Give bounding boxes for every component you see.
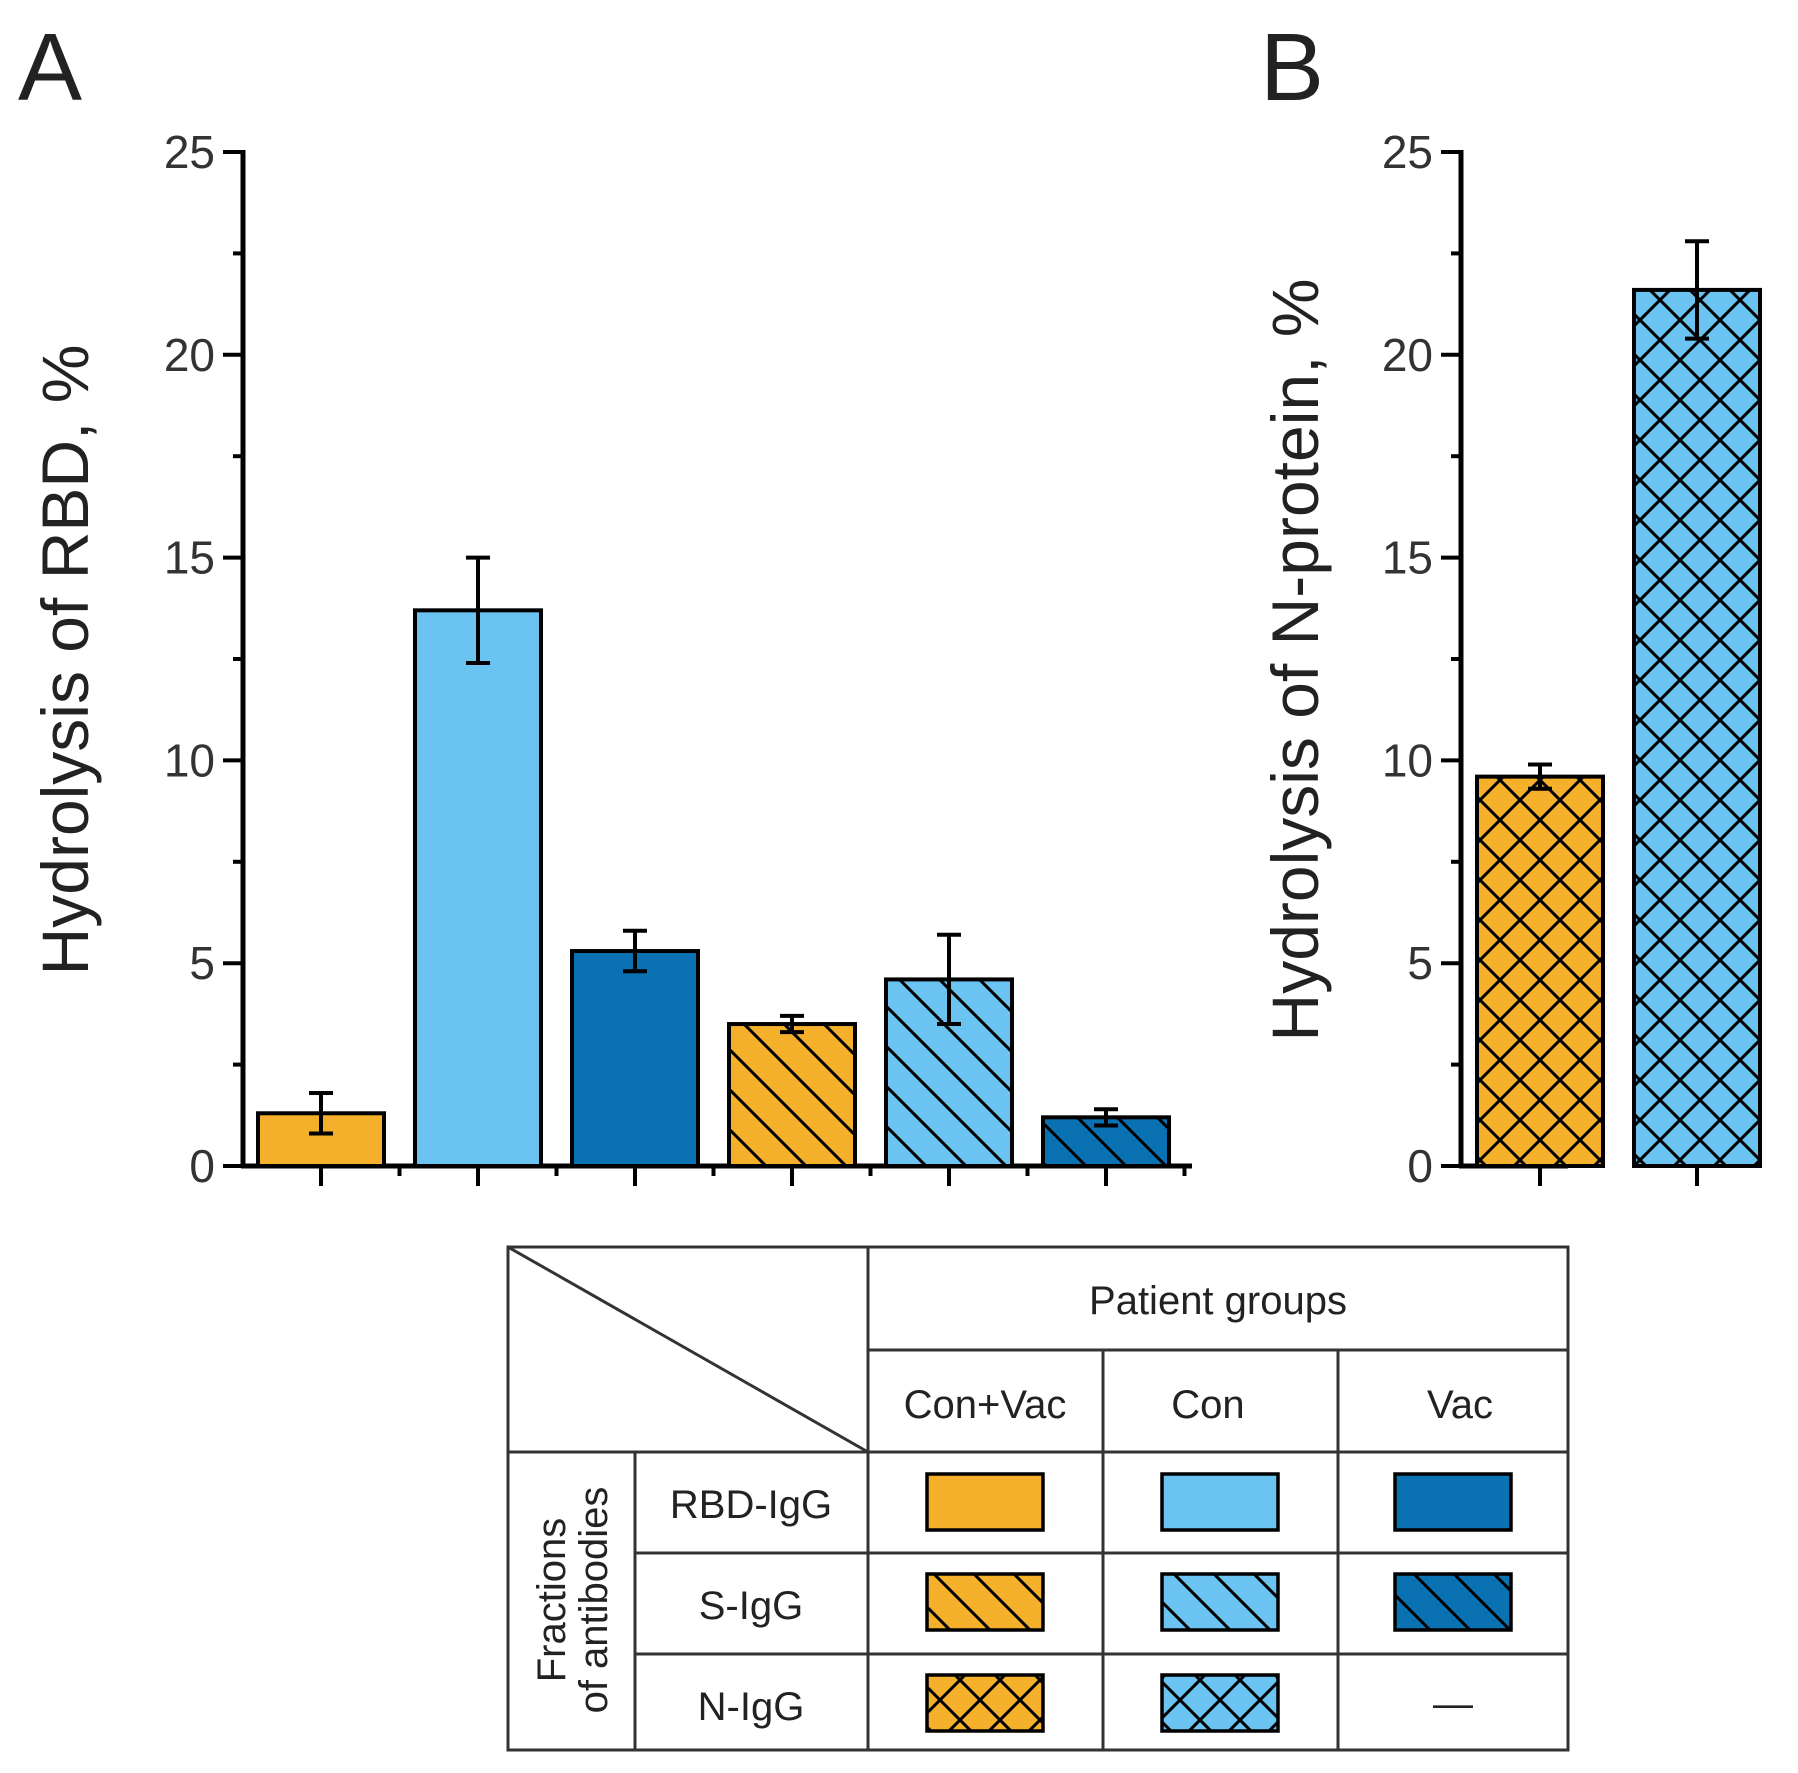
y-tick-label: 0 xyxy=(1407,1140,1433,1192)
legend-group-con: Con xyxy=(1171,1383,1244,1427)
panel-b: B Hydrolysis of N-protein, % 0 5 10 15 20 25 xyxy=(1258,14,1762,1192)
y-tick-label: 15 xyxy=(164,532,215,584)
bar-rbd-igg-vac xyxy=(570,949,700,1168)
y-tick-label: 25 xyxy=(1382,126,1433,178)
y-tick-label: 10 xyxy=(164,734,215,786)
legend-row-label-rbd-igg: RBD-IgG xyxy=(670,1483,832,1527)
panel-a: A Hydrolysis of RBD, % 0 5 10 15 20 25 xyxy=(18,14,1192,1192)
legend-swatch xyxy=(925,1673,1045,1733)
legend-group-con-vac: Con+Vac xyxy=(904,1383,1067,1427)
y-tick-label: 25 xyxy=(164,126,215,178)
panel-b-y-axis-title: Hydrolysis of N-protein, % xyxy=(1258,279,1332,1042)
panel-a-bars xyxy=(256,555,1171,1169)
legend-swatch xyxy=(925,1472,1045,1532)
legend-row-header-line-1: Fractions xyxy=(530,1518,574,1683)
panel-b-bars xyxy=(1475,239,1762,1169)
legend-row-header: Fractions of antibodies xyxy=(530,1487,616,1714)
legend-header-patient-groups: Patient groups xyxy=(1089,1279,1347,1323)
legend-swatch xyxy=(1393,1572,1513,1632)
panel-a-label: A xyxy=(18,14,82,121)
legend-empty-cell-dash: — xyxy=(1433,1682,1473,1726)
panel-b-label: B xyxy=(1260,14,1324,121)
y-tick-label: 5 xyxy=(1407,937,1433,989)
legend-swatches: — xyxy=(925,1472,1513,1733)
panel-b-axes: 0 5 10 15 20 25 xyxy=(1382,126,1699,1192)
legend-table: Patient groups Con+Vac Con Vac Fractions… xyxy=(506,1245,1570,1752)
bar-n-igg-con-vac xyxy=(1475,774,1605,1169)
bar-n-igg-con xyxy=(1632,287,1762,1168)
legend-group-vac: Vac xyxy=(1427,1383,1493,1427)
y-tick-label: 20 xyxy=(1382,329,1433,381)
legend-table-border xyxy=(506,1245,1570,1752)
y-tick-label: 10 xyxy=(1382,734,1433,786)
legend-table-corner-diagonal xyxy=(507,1245,869,1454)
panel-a-axes: 0 5 10 15 20 25 xyxy=(164,126,1192,1192)
legend-swatch xyxy=(1160,1572,1280,1632)
legend-swatch xyxy=(925,1572,1045,1632)
y-tick-label: 0 xyxy=(189,1140,215,1192)
panel-a-y-axis-title: Hydrolysis of RBD, % xyxy=(28,345,102,976)
y-tick-label: 20 xyxy=(164,329,215,381)
y-tick-label: 5 xyxy=(189,937,215,989)
legend-swatch xyxy=(1393,1472,1513,1532)
legend-row-header-line-2: of antibodies xyxy=(572,1487,616,1714)
legend-row-label-n-igg: N-IgG xyxy=(698,1685,805,1729)
bar-s-igg-con-vac xyxy=(727,1022,857,1169)
legend-swatch xyxy=(1160,1673,1280,1733)
legend-row-label-s-igg: S-IgG xyxy=(699,1584,803,1628)
legend-swatch xyxy=(1160,1472,1280,1532)
bar-rbd-igg-con xyxy=(413,608,543,1168)
y-tick-label: 15 xyxy=(1382,532,1433,584)
